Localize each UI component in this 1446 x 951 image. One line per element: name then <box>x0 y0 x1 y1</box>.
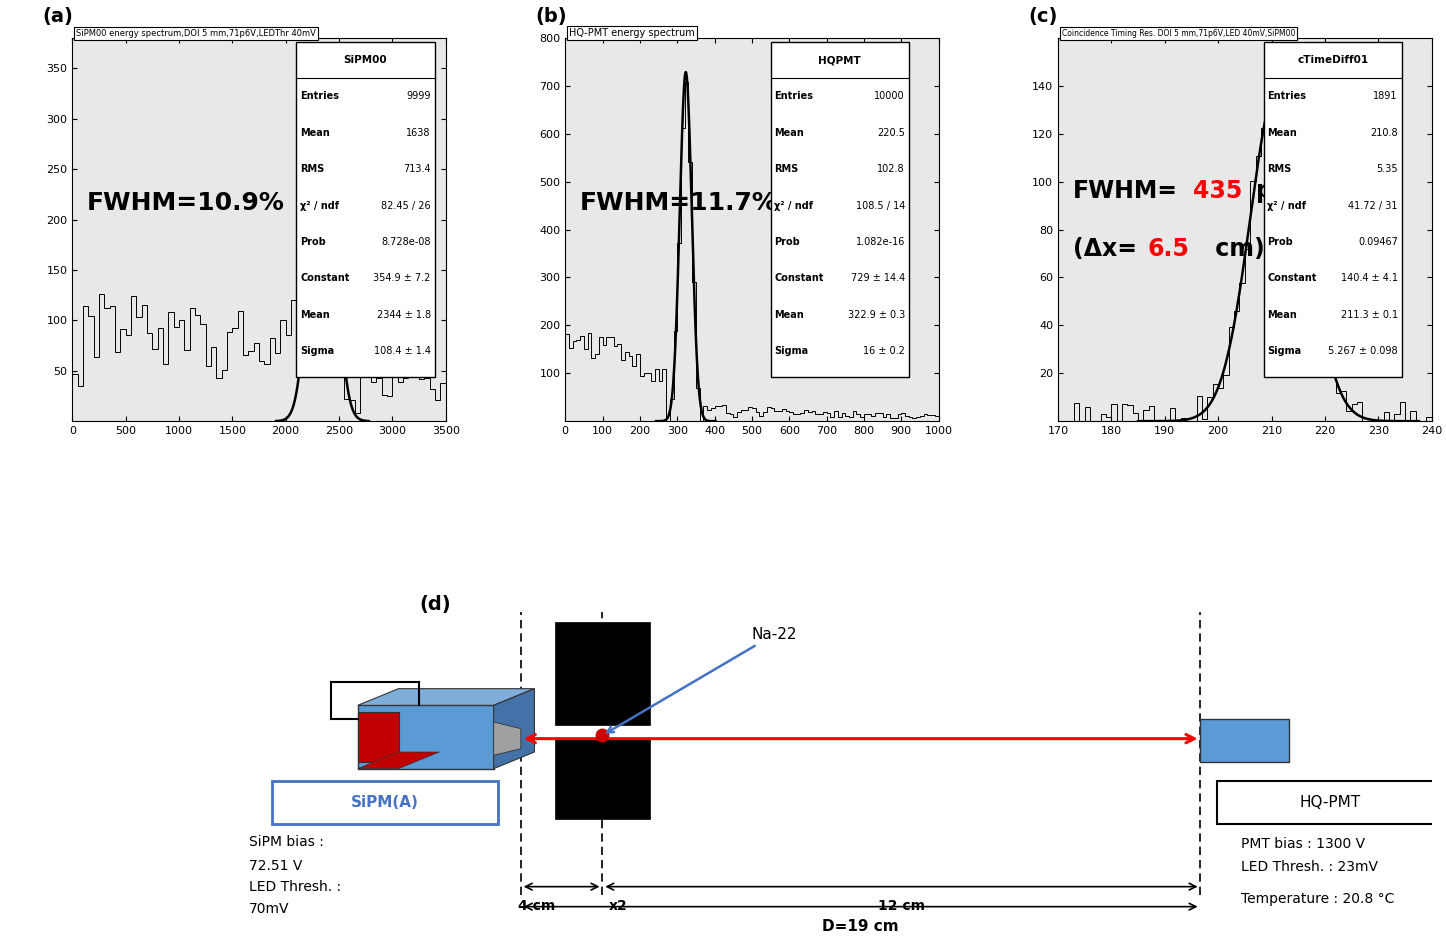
Text: D=19 cm: D=19 cm <box>823 919 899 934</box>
FancyBboxPatch shape <box>357 712 399 762</box>
Text: Mean: Mean <box>301 127 330 138</box>
Text: SiPM(A): SiPM(A) <box>351 795 419 810</box>
Text: Coincidence Timing Res. DOI 5 mm,71p6V,LED 40mV,SiPM00: Coincidence Timing Res. DOI 5 mm,71p6V,L… <box>1061 29 1296 38</box>
Text: Mean: Mean <box>774 127 804 138</box>
Text: Temperature : 20.8 °C: Temperature : 20.8 °C <box>1241 892 1394 906</box>
Text: 108.4 ± 1.4: 108.4 ± 1.4 <box>373 346 431 357</box>
Text: PMT bias : 1300 V: PMT bias : 1300 V <box>1241 837 1365 851</box>
Text: Entries: Entries <box>1267 91 1306 102</box>
Text: 211.3 ± 0.1: 211.3 ± 0.1 <box>1340 310 1398 320</box>
Text: FWHM=: FWHM= <box>1073 180 1178 204</box>
FancyBboxPatch shape <box>1216 782 1443 824</box>
Text: cTimeDiff01: cTimeDiff01 <box>1297 55 1368 65</box>
Text: 210.8: 210.8 <box>1371 127 1398 138</box>
Text: SiPM00 energy spectrum,DOI 5 mm,71p6V,LEDThr 40mV: SiPM00 energy spectrum,DOI 5 mm,71p6V,LE… <box>77 29 315 38</box>
Text: 0.09467: 0.09467 <box>1358 237 1398 247</box>
Text: Sigma: Sigma <box>774 346 808 357</box>
Text: (a): (a) <box>42 8 74 27</box>
Text: Constant: Constant <box>1267 274 1317 283</box>
Text: 2344 ± 1.8: 2344 ± 1.8 <box>376 310 431 320</box>
Polygon shape <box>493 722 521 755</box>
Text: cm): cm) <box>1207 237 1265 261</box>
Text: 41.72 / 31: 41.72 / 31 <box>1349 201 1398 211</box>
Text: 8.728e-08: 8.728e-08 <box>382 237 431 247</box>
Text: Entries: Entries <box>301 91 338 102</box>
FancyBboxPatch shape <box>771 42 908 378</box>
Text: Constant: Constant <box>301 274 350 283</box>
FancyBboxPatch shape <box>1264 42 1401 378</box>
Text: HQ-PMT energy spectrum: HQ-PMT energy spectrum <box>568 28 694 38</box>
Text: Mean: Mean <box>1267 310 1297 320</box>
Text: χ² / ndf: χ² / ndf <box>1267 201 1306 211</box>
Text: FWHM=11.7%: FWHM=11.7% <box>580 191 778 215</box>
Polygon shape <box>357 752 440 768</box>
Text: (d): (d) <box>419 595 451 614</box>
FancyBboxPatch shape <box>272 782 497 824</box>
Text: Mean: Mean <box>1267 127 1297 138</box>
Text: x2: x2 <box>609 899 628 913</box>
Text: Mean: Mean <box>774 310 804 320</box>
Text: 1.082e-16: 1.082e-16 <box>856 237 905 247</box>
Text: (c): (c) <box>1028 8 1057 27</box>
Text: 220.5: 220.5 <box>878 127 905 138</box>
Text: RMS: RMS <box>301 165 324 174</box>
Polygon shape <box>357 689 535 706</box>
Text: 435: 435 <box>1193 180 1242 204</box>
Text: 5.267 ± 0.098: 5.267 ± 0.098 <box>1329 346 1398 357</box>
Text: 72.51 V: 72.51 V <box>249 859 302 873</box>
Text: Prob: Prob <box>1267 237 1293 247</box>
Text: SiPM bias :: SiPM bias : <box>249 835 324 849</box>
Text: 322.9 ± 0.3: 322.9 ± 0.3 <box>847 310 905 320</box>
Text: LED Thresh. : 23mV: LED Thresh. : 23mV <box>1241 860 1378 874</box>
Text: Constant: Constant <box>774 274 824 283</box>
Text: 102.8: 102.8 <box>878 165 905 174</box>
Text: χ² / ndf: χ² / ndf <box>301 201 338 211</box>
Text: 12 cm: 12 cm <box>878 899 925 913</box>
Text: SiPM00: SiPM00 <box>344 55 388 65</box>
Text: HQPMT: HQPMT <box>818 55 860 65</box>
Text: (Δx=: (Δx= <box>1073 237 1137 261</box>
Text: RMS: RMS <box>774 165 798 174</box>
Text: Prob: Prob <box>301 237 325 247</box>
Text: 354.9 ± 7.2: 354.9 ± 7.2 <box>373 274 431 283</box>
Text: ps: ps <box>1257 180 1287 204</box>
Text: 729 ± 14.4: 729 ± 14.4 <box>850 274 905 283</box>
Text: 16 ± 0.2: 16 ± 0.2 <box>863 346 905 357</box>
Text: Na-22: Na-22 <box>607 627 797 732</box>
Text: FWHM=10.9%: FWHM=10.9% <box>87 191 285 215</box>
FancyBboxPatch shape <box>296 42 434 378</box>
Text: 1891: 1891 <box>1374 91 1398 102</box>
Text: (b): (b) <box>535 8 567 27</box>
Text: 108.5 / 14: 108.5 / 14 <box>856 201 905 211</box>
Text: 10000: 10000 <box>875 91 905 102</box>
Text: 82.45 / 26: 82.45 / 26 <box>382 201 431 211</box>
Text: χ² / ndf: χ² / ndf <box>774 201 813 211</box>
FancyBboxPatch shape <box>357 706 493 768</box>
FancyBboxPatch shape <box>1200 719 1288 762</box>
FancyBboxPatch shape <box>555 622 651 726</box>
Text: Mean: Mean <box>301 310 330 320</box>
Text: Sigma: Sigma <box>301 346 334 357</box>
Text: HQ-PMT: HQ-PMT <box>1299 795 1361 810</box>
Text: 4 cm: 4 cm <box>518 899 555 913</box>
Polygon shape <box>493 689 535 768</box>
Text: Entries: Entries <box>774 91 813 102</box>
Text: 9999: 9999 <box>406 91 431 102</box>
Text: 140.4 ± 4.1: 140.4 ± 4.1 <box>1340 274 1398 283</box>
Text: 713.4: 713.4 <box>403 165 431 174</box>
Text: Sigma: Sigma <box>1267 346 1301 357</box>
Text: Prob: Prob <box>774 237 800 247</box>
Text: 1638: 1638 <box>406 127 431 138</box>
Text: 5.35: 5.35 <box>1377 165 1398 174</box>
FancyBboxPatch shape <box>555 739 651 819</box>
Text: RMS: RMS <box>1267 165 1291 174</box>
Text: 6.5: 6.5 <box>1148 237 1190 261</box>
Text: LED Thresh. :: LED Thresh. : <box>249 880 341 894</box>
Text: 70mV: 70mV <box>249 902 289 916</box>
